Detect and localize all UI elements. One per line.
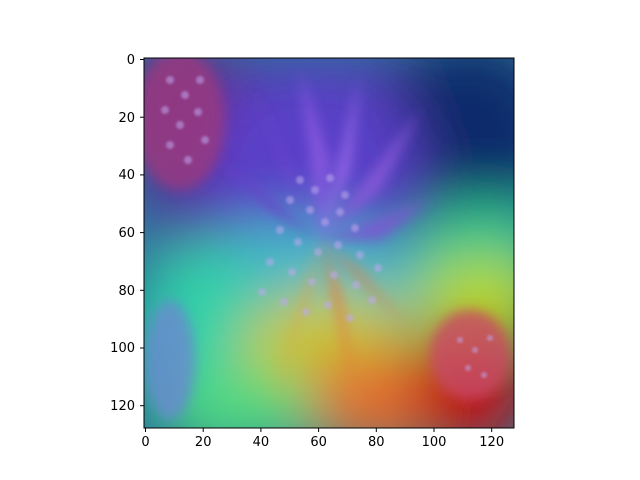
x-tick-label: 0 bbox=[141, 435, 149, 450]
plot-frame bbox=[143, 57, 515, 429]
heatmap-image bbox=[144, 58, 514, 428]
x-tick-label: 80 bbox=[368, 435, 385, 450]
x-tick-label: 120 bbox=[479, 435, 504, 450]
x-tick-label: 60 bbox=[310, 435, 327, 450]
y-tick-label: 20 bbox=[118, 111, 135, 126]
y-tick-label: 100 bbox=[110, 341, 135, 356]
y-tick-label: 120 bbox=[110, 399, 135, 414]
x-axis: 0 20 40 60 80 100 120 bbox=[141, 428, 504, 450]
x-tick-label: 20 bbox=[195, 435, 212, 450]
y-tick-label: 60 bbox=[118, 226, 135, 241]
y-tick-label: 0 bbox=[127, 53, 135, 68]
x-tick-label: 40 bbox=[253, 435, 270, 450]
x-tick-label: 100 bbox=[422, 435, 447, 450]
y-axis: 0 20 40 60 80 100 120 bbox=[110, 53, 144, 414]
y-tick-label: 80 bbox=[118, 284, 135, 299]
y-tick-label: 40 bbox=[118, 168, 135, 183]
